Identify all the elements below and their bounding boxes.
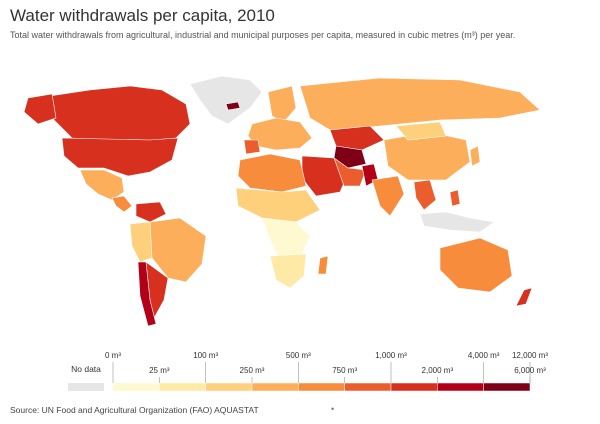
legend-color-scale: 0 m³ 100 m³ 500 m³ 1,000 m³ 4,000 m³ 12,000 m… [105,351,548,392]
region-greenland[interactable] [189,75,263,125]
region-venezuela[interactable] [135,201,167,223]
legend-swatch-0 [112,382,160,392]
region-southern-africa[interactable] [269,253,307,289]
region-southeast-asia[interactable] [413,179,437,211]
region-russia[interactable] [299,77,541,131]
chart-subtitle: Total water withdrawals from agricultura… [10,30,516,40]
region-mongolia[interactable] [395,121,447,141]
legend-no-data-swatch [68,383,104,391]
legend-lower-tick-1: 250 m³ [240,366,265,375]
region-central-asia[interactable] [333,145,367,169]
footer-marker: • [331,404,335,414]
source-note: Source: UN Food and Agricultural Organiz… [10,405,259,415]
region-philippines[interactable] [449,189,461,207]
legend-swatch-2 [205,382,253,392]
legend-lower-tick-4: 6,000 m³ [514,366,546,375]
region-japan[interactable] [469,145,481,167]
region-peru-bolivia[interactable] [129,221,153,263]
legend-upper-tick-0: 0 m³ [105,351,121,360]
region-mexico[interactable] [79,169,125,201]
world-map [23,75,541,327]
region-alaska[interactable] [23,93,57,125]
region-north-africa[interactable] [237,153,307,193]
region-madagascar[interactable] [317,255,329,275]
region-indonesia[interactable] [419,211,495,233]
region-canada[interactable] [49,85,191,143]
legend-swatch-8 [483,382,531,392]
legend-no-data-label: No data [71,364,101,374]
region-australia[interactable] [439,237,513,293]
region-iceland[interactable] [225,101,241,111]
legend-swatch-3 [251,382,299,392]
region-central-america[interactable] [111,195,133,213]
legend-swatch-7 [437,382,484,392]
region-chile[interactable] [137,261,157,327]
region-europe[interactable] [247,117,313,151]
region-india[interactable] [371,175,405,217]
legend-swatch-4 [298,382,345,392]
legend-lower-tick-2: 750 m³ [332,366,357,375]
legend-upper-tick-3: 1,000 m³ [375,351,407,360]
region-iran[interactable] [333,157,367,187]
region-iberia[interactable] [243,139,261,155]
legend-upper-tick-1: 100 m³ [193,351,218,360]
region-new-zealand[interactable] [515,287,533,307]
legend-upper-tick-2: 500 m³ [286,351,311,360]
legend-lower-tick-3: 2,000 m³ [422,366,454,375]
legend-swatch-6 [390,382,438,392]
chart-title: Water withdrawals per capita, 2010 [10,6,275,25]
region-sahel-africa[interactable] [235,187,321,223]
region-united-states[interactable] [61,137,179,177]
region-kazakhstan[interactable] [329,125,385,151]
legend-upper-tick-4: 4,000 m³ [468,351,500,360]
legend-lower-tick-0: 25 m³ [149,366,170,375]
legend-swatch-5 [344,382,392,392]
legend-upper-tick-5: 12,000 m³ [512,351,548,360]
legend-swatch-1 [159,382,206,392]
region-scandinavia[interactable] [267,85,297,123]
